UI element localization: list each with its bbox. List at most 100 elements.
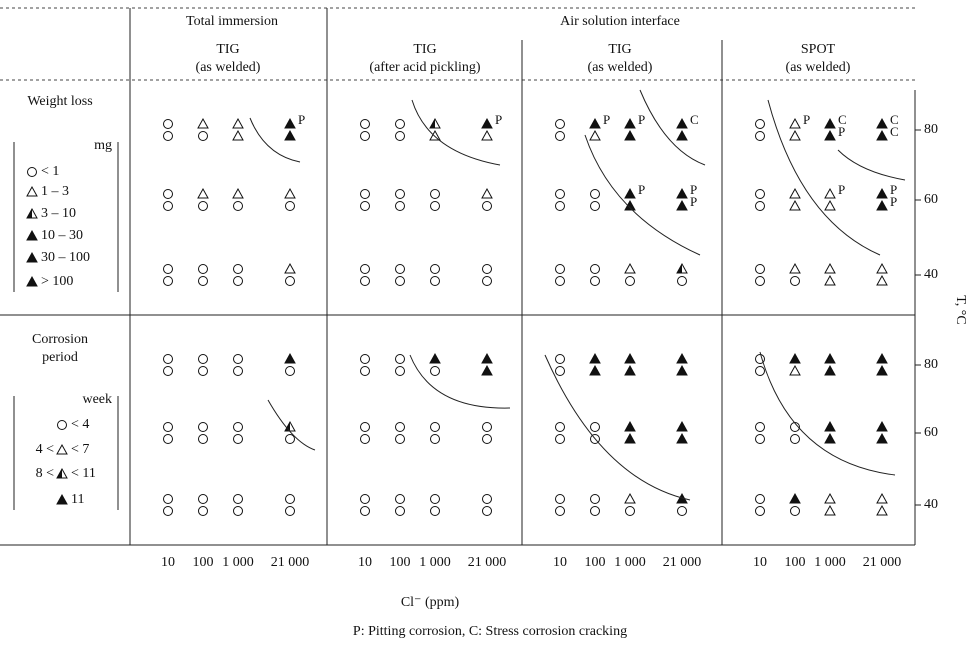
symbol-filled-triangle xyxy=(56,493,68,505)
symbol-circle xyxy=(233,366,243,376)
symbol-filled-triangle xyxy=(284,352,296,364)
symbol-half-fill xyxy=(430,119,435,128)
symbol-circle xyxy=(233,434,243,444)
symbol-circle xyxy=(198,422,208,432)
symbol-circle xyxy=(755,434,765,444)
symbol-circle xyxy=(482,506,492,516)
note: P xyxy=(838,124,845,139)
symbol-circle xyxy=(790,276,800,286)
symbol-circle xyxy=(163,201,173,211)
symbol-circle xyxy=(360,494,370,504)
symbol-filled-triangle xyxy=(824,364,836,376)
boundary-curve xyxy=(544,354,691,501)
symbol-circle xyxy=(163,434,173,444)
symbol-open-triangle xyxy=(197,117,209,129)
column-method: SPOT xyxy=(801,42,836,57)
x-tick-label: 10 xyxy=(358,555,372,570)
symbol-filled-triangle xyxy=(876,420,888,432)
note: P xyxy=(298,112,305,127)
symbol-circle xyxy=(430,366,440,376)
symbol-open-triangle xyxy=(481,187,493,199)
legend-label: > 100 xyxy=(41,274,73,289)
symbol-filled-triangle xyxy=(676,129,688,141)
legend-title: period xyxy=(42,350,78,365)
symbol-filled-triangle xyxy=(676,199,688,211)
symbol-circle xyxy=(360,189,370,199)
x-tick-label: 1 000 xyxy=(814,555,846,570)
boundary-curve xyxy=(249,117,301,163)
symbol-filled-triangle xyxy=(676,187,688,199)
symbol-circle xyxy=(590,276,600,286)
column-condition: (after acid pickling) xyxy=(369,60,481,75)
note: P xyxy=(638,182,645,197)
column-method: TIG xyxy=(608,42,631,57)
symbol-circle xyxy=(360,422,370,432)
symbol-circle xyxy=(555,506,565,516)
symbol-circle xyxy=(163,422,173,432)
symbol-circle xyxy=(555,422,565,432)
legend-title: Weight loss xyxy=(27,94,92,109)
symbol-circle xyxy=(590,422,600,432)
note: P xyxy=(638,112,645,127)
symbol-circle xyxy=(233,201,243,211)
symbol-open-triangle xyxy=(589,129,601,141)
symbol-circle xyxy=(555,276,565,286)
symbol-circle xyxy=(755,201,765,211)
symbol-circle xyxy=(482,201,492,211)
note: P xyxy=(690,182,697,197)
symbol-open-triangle xyxy=(232,187,244,199)
symbol-filled-triangle xyxy=(481,364,493,376)
legend-unit: mg xyxy=(94,138,112,153)
symbol-circle xyxy=(395,506,405,516)
symbol-circle xyxy=(590,201,600,211)
y-axis-label: T, °C xyxy=(953,295,968,324)
symbol-circle xyxy=(555,494,565,504)
y-tick-label: 40 xyxy=(924,497,938,512)
symbol-circle xyxy=(233,422,243,432)
symbol-circle xyxy=(360,201,370,211)
symbol-circle xyxy=(233,506,243,516)
symbol-circle xyxy=(395,264,405,274)
symbol-filled-triangle xyxy=(284,129,296,141)
symbol-open-triangle xyxy=(284,187,296,199)
symbol-open-triangle xyxy=(789,129,801,141)
symbol-circle xyxy=(555,131,565,141)
y-tick-label: 60 xyxy=(924,192,938,207)
note: P xyxy=(603,112,610,127)
symbol-open-triangle xyxy=(232,129,244,141)
symbol-circle xyxy=(57,420,67,430)
symbol-filled-triangle xyxy=(624,199,636,211)
symbol-filled-triangle xyxy=(824,352,836,364)
symbol-circle xyxy=(395,366,405,376)
symbol-open-triangle xyxy=(26,185,38,197)
note: P xyxy=(838,182,845,197)
symbol-filled-triangle xyxy=(624,432,636,444)
symbol-open-triangle xyxy=(789,187,801,199)
symbol-circle xyxy=(430,422,440,432)
symbol-circle xyxy=(755,422,765,432)
column-method: TIG xyxy=(216,42,239,57)
symbol-open-triangle xyxy=(876,492,888,504)
symbol-circle xyxy=(430,264,440,274)
symbol-circle xyxy=(590,434,600,444)
symbol-filled-triangle xyxy=(676,432,688,444)
symbol-filled-triangle xyxy=(624,352,636,364)
symbol-circle xyxy=(198,201,208,211)
symbol-circle xyxy=(482,422,492,432)
symbol-open-triangle xyxy=(481,129,493,141)
symbol-circle xyxy=(755,276,765,286)
x-tick-label: 10 xyxy=(161,555,175,570)
symbol-half-fill xyxy=(285,422,290,431)
x-tick-label: 10 xyxy=(553,555,567,570)
legend-label: 11 xyxy=(71,492,84,507)
symbol-circle xyxy=(590,494,600,504)
symbol-circle xyxy=(590,264,600,274)
symbol-circle xyxy=(555,119,565,129)
symbol-filled-triangle xyxy=(624,364,636,376)
symbol-circle xyxy=(755,354,765,364)
symbol-filled-triangle xyxy=(676,420,688,432)
symbol-circle xyxy=(482,264,492,274)
symbol-circle xyxy=(755,506,765,516)
x-tick-label: 100 xyxy=(193,555,214,570)
symbol-filled-triangle xyxy=(876,199,888,211)
